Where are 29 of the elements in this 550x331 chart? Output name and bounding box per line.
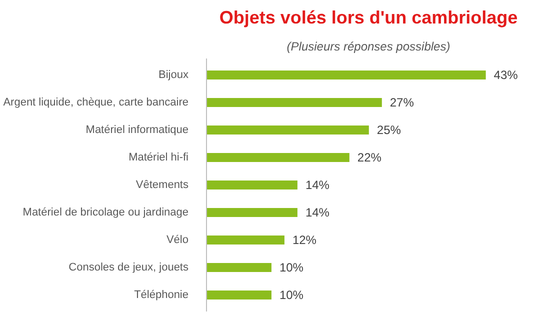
y-tick-label: Bijoux — [158, 69, 189, 81]
data-label: 14% — [305, 178, 330, 192]
bar — [206, 98, 382, 108]
data-label: 10% — [279, 288, 304, 302]
chart-subtitle: (Plusieurs réponses possibles) — [286, 40, 450, 54]
data-label: 25% — [376, 123, 402, 137]
bar — [206, 70, 486, 80]
bar — [206, 180, 298, 190]
data-label: 12% — [292, 233, 317, 247]
data-label: 14% — [305, 206, 330, 220]
data-label: 43% — [494, 68, 518, 82]
chart-title: Objets volés lors d'un cambriolage — [219, 8, 518, 28]
y-tick-label: Matériel hi-fi — [128, 152, 188, 164]
bar — [206, 262, 272, 272]
y-tick-label: Matériel informatique — [86, 124, 189, 136]
y-tick-label: Argent liquide, chèque, carte bancaire — [3, 96, 189, 108]
data-label: 10% — [279, 260, 304, 274]
y-tick-label: Consoles de jeux, jouets — [68, 262, 189, 274]
y-tick-label: Matériel de bricolage ou jardinage — [22, 206, 189, 218]
y-tick-label: Téléphonie — [134, 289, 189, 301]
bar — [206, 208, 298, 218]
y-tick-label: Vêtements — [136, 179, 189, 191]
y-tick-label: Vélo — [166, 234, 189, 246]
data-label: 22% — [357, 150, 382, 164]
bar — [206, 125, 369, 135]
data-label: 27% — [390, 96, 414, 110]
bar — [206, 290, 272, 300]
bar — [206, 152, 350, 162]
bar — [206, 235, 284, 245]
